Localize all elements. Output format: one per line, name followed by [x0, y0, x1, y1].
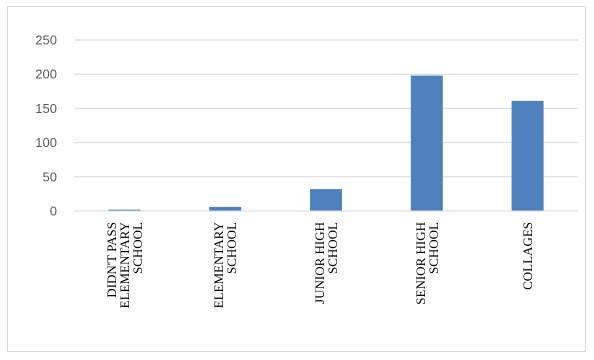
x-category-label-line: SCHOOL — [426, 222, 441, 274]
bars — [108, 75, 544, 212]
gridlines — [74, 39, 578, 178]
bar — [209, 206, 242, 211]
x-category-label-line: SENIOR HIGH — [413, 222, 428, 305]
x-category-label-line: COLLAGES — [520, 222, 535, 290]
bar — [108, 209, 141, 211]
x-category-label-line: ELEMENTARY — [211, 221, 226, 308]
bar — [511, 100, 544, 211]
y-tick-label: 150 — [35, 101, 57, 116]
y-tick-label: 250 — [35, 33, 57, 48]
y-tick-label: 50 — [43, 169, 57, 184]
bar — [410, 75, 443, 212]
bar — [310, 189, 342, 211]
x-category-label: COLLAGES — [520, 222, 535, 290]
y-tick-label: 100 — [35, 135, 57, 150]
x-category-label-line: SCHOOL — [130, 222, 145, 274]
y-axis-ticks: 0 50 100 150 200 250 — [35, 33, 57, 219]
x-category-label-line: JUNIOR HIGH — [312, 222, 327, 304]
x-category-label-line: SCHOOL — [224, 222, 239, 274]
y-tick-label: 0 — [50, 204, 57, 219]
x-category-label-line: ELEMENTARY — [117, 221, 132, 308]
x-category-label-line: DIDN'T PASS — [104, 222, 119, 298]
x-category-label-line: SCHOOL — [325, 222, 340, 274]
y-tick-label: 200 — [35, 67, 57, 82]
chart-frame — [7, 6, 586, 352]
